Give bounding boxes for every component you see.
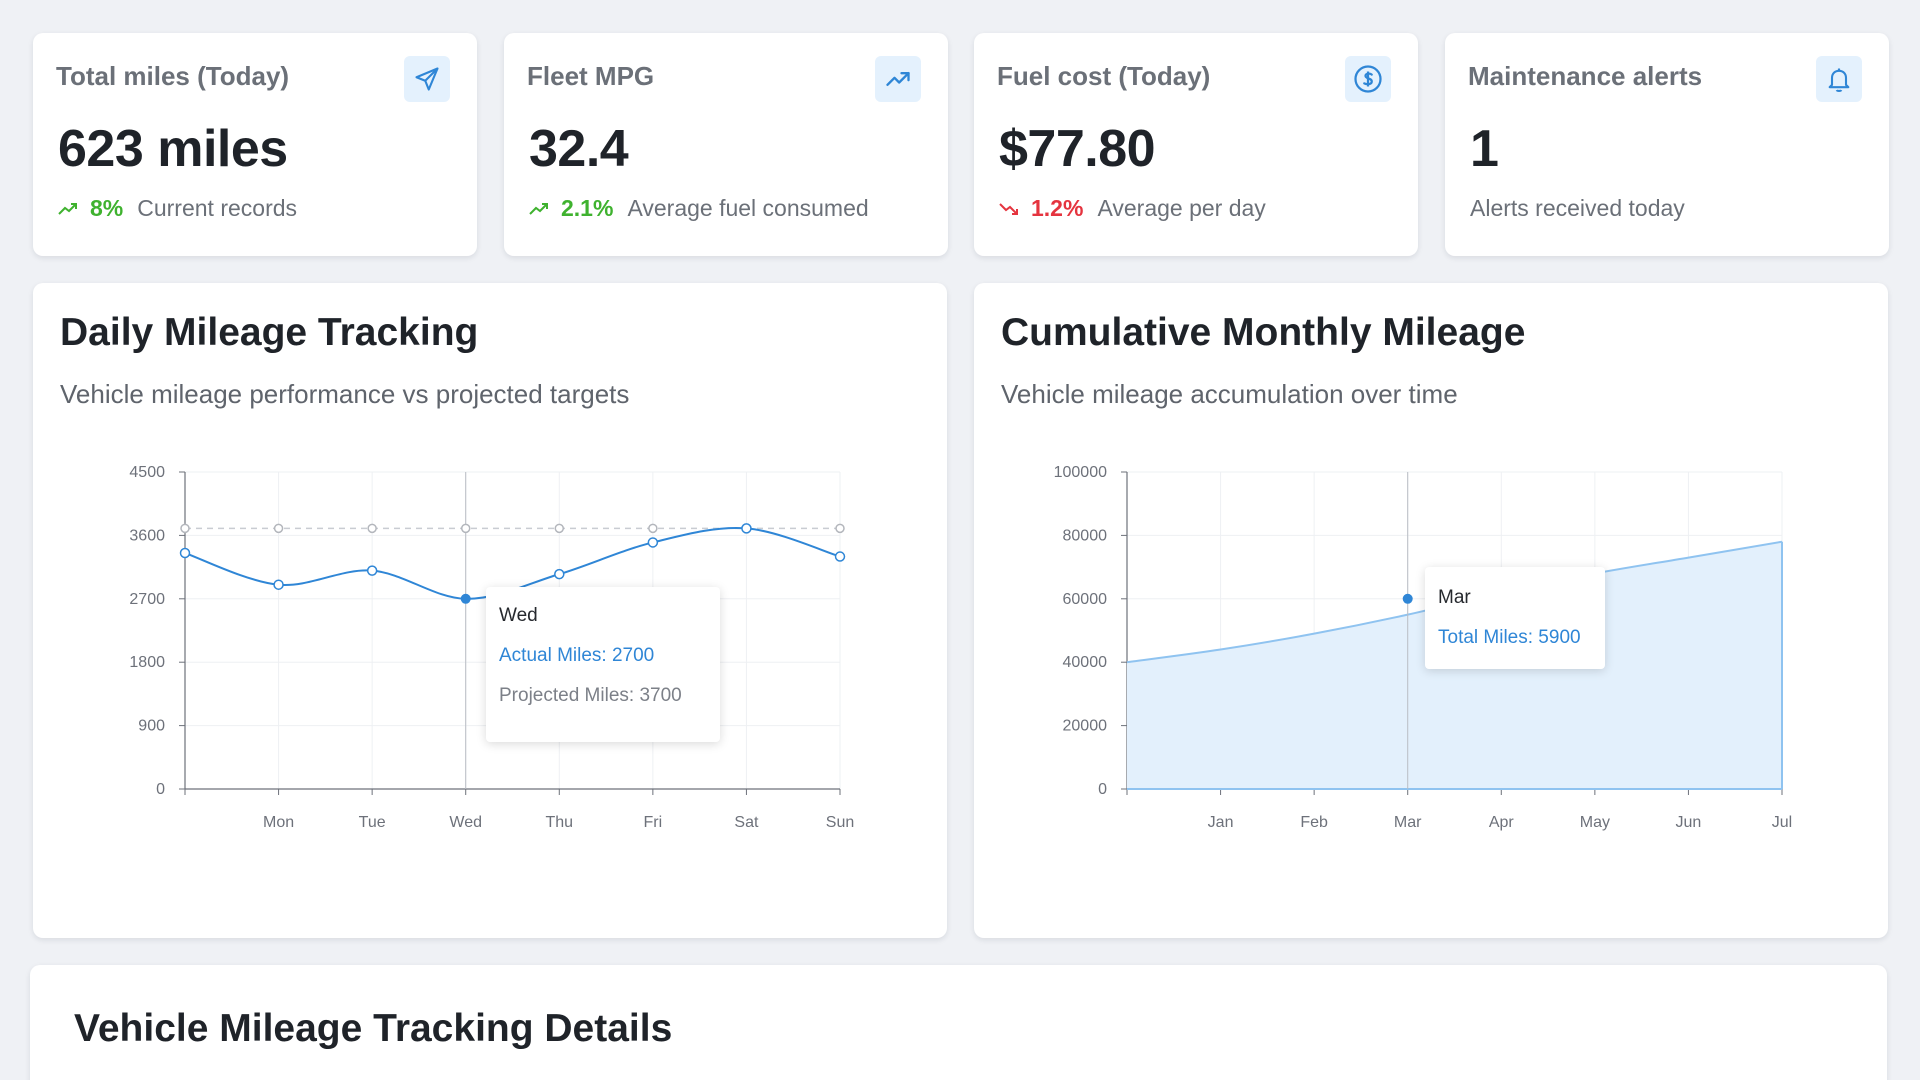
chart-tooltip: Mar Total Miles: 5900 bbox=[1425, 567, 1605, 669]
active-point bbox=[1402, 593, 1413, 604]
y-tick-label: 4500 bbox=[129, 464, 165, 481]
stat-value: 623 miles bbox=[58, 120, 288, 178]
stat-note: Current records bbox=[137, 195, 298, 221]
actual-point-active bbox=[460, 593, 471, 604]
y-tick-label: 2700 bbox=[129, 591, 165, 608]
chart-title: Daily Mileage Tracking bbox=[60, 311, 479, 354]
send-icon bbox=[404, 56, 450, 102]
actual-point bbox=[741, 523, 752, 534]
x-tick-label: Apr bbox=[1489, 814, 1515, 831]
stat-card-total-miles: Total miles (Today) 623 miles 8% Current… bbox=[33, 33, 477, 256]
x-tick-label: Thu bbox=[545, 814, 573, 831]
trend-indicator: 2.1% bbox=[529, 195, 613, 222]
stat-footer: 8% Current records bbox=[58, 195, 297, 222]
actual-point bbox=[647, 537, 659, 548]
y-tick-label: 1800 bbox=[129, 654, 165, 671]
y-tick-label: 80000 bbox=[1063, 527, 1108, 544]
stat-note: Average per day bbox=[1097, 195, 1266, 221]
trend-indicator: 1.2% bbox=[999, 195, 1083, 222]
tooltip-total: Total Miles: 5900 bbox=[1438, 627, 1581, 648]
details-title: Vehicle Mileage Tracking Details bbox=[74, 1007, 673, 1050]
trend-indicator: 8% bbox=[58, 195, 123, 222]
x-tick-label: Mar bbox=[1394, 814, 1422, 831]
trend-down-icon bbox=[999, 202, 1018, 215]
trend-value: 1.2% bbox=[1031, 195, 1084, 221]
stat-title: Fleet MPG bbox=[527, 61, 655, 91]
stat-card-maintenance-alerts: Maintenance alerts 1 Alerts received tod… bbox=[1445, 33, 1889, 256]
chart-tooltip: Wed Actual Miles: 2700 Projected Miles: … bbox=[486, 587, 720, 742]
stat-note: Alerts received today bbox=[1470, 195, 1685, 221]
actual-point bbox=[554, 568, 565, 580]
projected-point bbox=[180, 523, 190, 534]
tooltip-actual: Actual Miles: 2700 bbox=[499, 645, 655, 666]
tooltip-projected: Projected Miles: 3700 bbox=[499, 685, 682, 706]
bell-icon bbox=[1816, 56, 1862, 102]
stat-footer: Alerts received today bbox=[1470, 195, 1685, 222]
x-tick-label: Sat bbox=[734, 814, 759, 831]
y-tick-label: 3600 bbox=[129, 527, 165, 544]
x-tick-label: Mon bbox=[263, 814, 294, 831]
trend-up-icon bbox=[58, 202, 77, 215]
projected-point bbox=[367, 523, 377, 534]
trending-up-icon bbox=[875, 56, 921, 102]
projected-point bbox=[554, 523, 565, 534]
actual-point bbox=[366, 565, 378, 576]
x-tick-label: May bbox=[1580, 814, 1610, 831]
projected-point bbox=[835, 523, 845, 534]
y-tick-label: 20000 bbox=[1063, 718, 1108, 735]
y-tick-label: 40000 bbox=[1063, 654, 1108, 671]
projected-point bbox=[460, 523, 471, 534]
stat-value: 1 bbox=[1470, 120, 1499, 178]
y-tick-label: 0 bbox=[156, 781, 165, 798]
stat-value: 32.4 bbox=[529, 120, 629, 178]
monthly-mileage-card: Cumulative Monthly Mileage Vehicle milea… bbox=[974, 283, 1888, 938]
y-tick-label: 0 bbox=[1098, 781, 1107, 798]
tooltip-header: Wed bbox=[499, 605, 538, 626]
details-card: Vehicle Mileage Tracking Details bbox=[30, 965, 1887, 1080]
stat-title: Fuel cost (Today) bbox=[997, 61, 1211, 91]
x-tick-label: Fri bbox=[644, 814, 663, 831]
projected-point bbox=[648, 523, 658, 534]
stat-title: Total miles (Today) bbox=[56, 61, 290, 91]
stat-card-fleet-mpg: Fleet MPG 32.4 2.1% Average fuel consume… bbox=[504, 33, 948, 256]
x-tick-label: Jul bbox=[1772, 814, 1792, 831]
y-tick-label: 100000 bbox=[1054, 464, 1107, 481]
actual-point bbox=[273, 579, 284, 590]
trend-value: 8% bbox=[90, 195, 124, 221]
y-tick-label: 900 bbox=[138, 718, 165, 735]
dollar-icon bbox=[1345, 56, 1391, 102]
y-tick-label: 60000 bbox=[1063, 591, 1108, 608]
x-tick-label: Wed bbox=[449, 814, 482, 831]
stat-value: $77.80 bbox=[999, 120, 1156, 178]
chart-title: Cumulative Monthly Mileage bbox=[1001, 311, 1526, 354]
chart-subtitle: Vehicle mileage accumulation over time bbox=[1001, 379, 1458, 409]
trend-value: 2.1% bbox=[561, 195, 614, 221]
x-tick-label: Tue bbox=[359, 814, 386, 831]
chart-subtitle: Vehicle mileage performance vs projected… bbox=[60, 379, 630, 409]
x-tick-label: Jan bbox=[1208, 814, 1234, 831]
stat-title: Maintenance alerts bbox=[1468, 61, 1703, 91]
actual-point bbox=[179, 547, 191, 559]
trend-up-icon bbox=[529, 202, 548, 215]
daily-mileage-card: Daily Mileage Tracking Vehicle mileage p… bbox=[33, 283, 947, 938]
actual-point bbox=[834, 551, 846, 562]
stat-card-fuel-cost: Fuel cost (Today) $77.80 1.2% Average pe… bbox=[974, 33, 1418, 256]
x-tick-label: Sun bbox=[826, 814, 854, 831]
stat-footer: 1.2% Average per day bbox=[999, 195, 1266, 222]
stat-footer: 2.1% Average fuel consumed bbox=[529, 195, 869, 222]
x-tick-label: Jun bbox=[1676, 814, 1702, 831]
stat-note: Average fuel consumed bbox=[627, 195, 869, 221]
projected-point bbox=[273, 523, 284, 534]
x-tick-label: Feb bbox=[1300, 814, 1328, 831]
tooltip-header: Mar bbox=[1438, 587, 1471, 608]
